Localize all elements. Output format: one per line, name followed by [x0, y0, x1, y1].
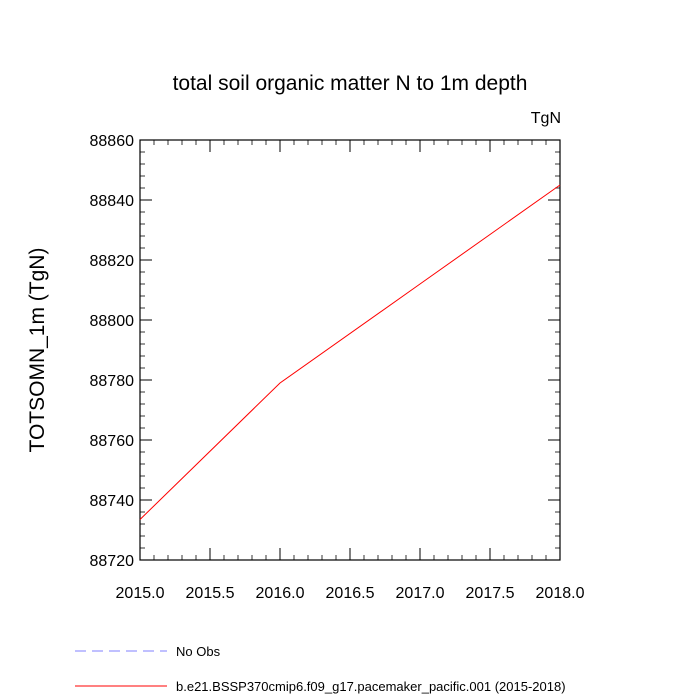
chart-title: total soil organic matter N to 1m depth: [173, 72, 528, 95]
y-tick-label: 88740: [90, 493, 135, 510]
y-tick-label: 88780: [90, 373, 135, 390]
axis-ticks: [139, 139, 561, 561]
x-tick-label: 2016.0: [256, 585, 305, 602]
plot-frame: [139, 139, 561, 561]
series-line: [139, 184, 561, 520]
units-label: TgN: [531, 110, 561, 127]
legend-label: b.e21.BSSP370cmip6.f09_g17.pacemaker_pac…: [176, 679, 566, 694]
y-tick-label: 88840: [90, 193, 135, 210]
x-tick-label: 2018.0: [536, 585, 585, 602]
x-tick-label: 2016.5: [326, 585, 375, 602]
y-axis-label: TOTSOMN_1m (TgN): [26, 248, 49, 453]
x-tick-labels: 2015.0 2015.5 2016.0 2016.5 2017.0 2017.5 2018…: [116, 585, 585, 602]
x-tick-label: 2017.0: [396, 585, 445, 602]
y-tick-label: 88860: [90, 133, 135, 150]
y-tick-label: 88800: [90, 313, 135, 330]
legend-label: No Obs: [176, 644, 221, 659]
x-tick-label: 2015.0: [116, 585, 165, 602]
x-tick-label: 2015.5: [186, 585, 235, 602]
y-tick-label: 88720: [90, 553, 135, 570]
legend: No Obs b.e21.BSSP370cmip6.f09_g17.pacemak…: [75, 644, 566, 694]
series-layer: [139, 184, 561, 520]
x-tick-label: 2017.5: [466, 585, 515, 602]
y-tick-label: 88760: [90, 433, 135, 450]
y-tick-label: 88820: [90, 253, 135, 270]
y-tick-labels: 88720 88740 88760 88780 88800 88820 88840 88860: [90, 133, 135, 570]
